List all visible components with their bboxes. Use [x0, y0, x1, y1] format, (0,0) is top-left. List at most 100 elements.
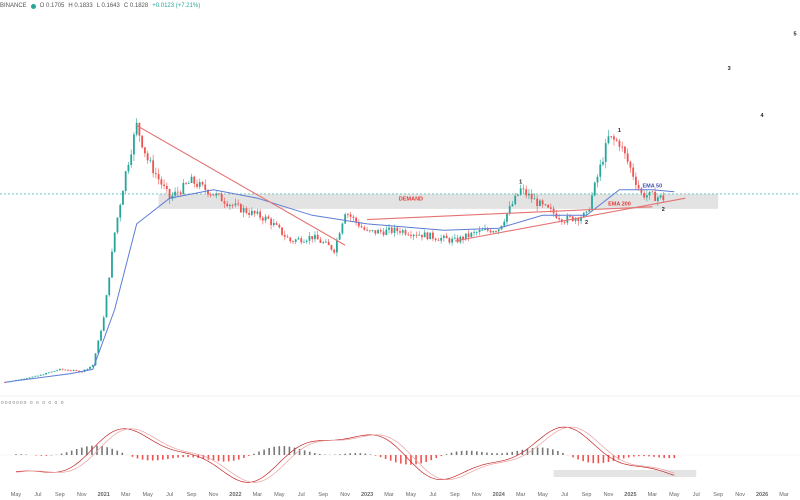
histogram-bar — [546, 448, 549, 455]
candle-body — [42, 374, 45, 376]
histogram-bar — [60, 453, 63, 455]
candle-body — [311, 236, 314, 240]
indicator-settings-icons[interactable]: ooooooo o o o o o o — [1, 400, 65, 406]
trendline — [367, 206, 653, 221]
x-tick-label: Mar — [253, 492, 263, 498]
histogram-bar — [106, 447, 108, 455]
histogram-bar — [410, 455, 412, 465]
histogram-bar — [283, 446, 286, 455]
histogram-bar — [344, 453, 346, 455]
x-tick-label: Jul — [166, 492, 173, 498]
candle-body — [130, 154, 133, 165]
candle-body — [388, 227, 390, 230]
candle-body — [330, 245, 333, 250]
candle-body — [111, 251, 113, 278]
candle-body — [352, 216, 355, 218]
candle-body — [50, 371, 53, 373]
candle-body — [497, 229, 500, 232]
x-tick-label: May — [669, 492, 680, 498]
x-tick-label: Mar — [384, 492, 394, 498]
candle-body — [207, 189, 209, 195]
candle-body — [602, 161, 604, 165]
candle-body — [473, 232, 475, 233]
candle-body — [593, 182, 596, 196]
candle-body — [390, 227, 393, 233]
histogram-bar — [177, 455, 179, 458]
candle-body — [503, 221, 506, 226]
chart-annotation: 4 — [761, 113, 765, 119]
candle-body — [651, 191, 654, 193]
histogram-bar — [182, 455, 184, 458]
histogram-bar — [237, 455, 240, 460]
histogram-bar — [430, 455, 433, 461]
candle-body — [267, 216, 270, 219]
candle-body — [654, 191, 657, 201]
candle-body — [360, 226, 363, 228]
candle-body — [133, 134, 135, 155]
candle-body — [486, 228, 489, 231]
candle-body — [102, 317, 105, 331]
histogram-bar — [400, 455, 402, 464]
x-tick-label: 2025 — [624, 492, 636, 498]
candle-body — [437, 239, 440, 241]
candle-body — [165, 185, 168, 189]
candle-body — [629, 161, 632, 168]
candle-body — [61, 368, 64, 370]
chart-annotation: 2 — [662, 207, 665, 213]
candle-body — [86, 368, 89, 370]
histogram-bar — [116, 450, 119, 455]
candle-body — [226, 203, 229, 207]
candle-body — [366, 229, 368, 231]
histogram-bar — [96, 445, 98, 455]
candle-body — [215, 193, 218, 196]
x-tick-label: Sep — [187, 492, 197, 498]
chart-annotation: 2 — [585, 220, 588, 226]
histogram-bar — [420, 455, 422, 464]
candle-body — [37, 375, 39, 377]
candle-body — [174, 191, 176, 196]
candle-body — [303, 241, 305, 243]
histogram-bar — [673, 455, 676, 459]
histogram-bar — [248, 455, 250, 456]
candle-body — [632, 167, 635, 177]
candle-body — [528, 193, 530, 196]
candle-body — [596, 176, 599, 183]
candle-body — [20, 378, 23, 380]
histogram-bar — [612, 455, 615, 461]
histogram-bar — [187, 455, 189, 458]
histogram-bar — [638, 455, 640, 457]
histogram-bar — [445, 454, 448, 455]
histogram-bar — [572, 455, 574, 458]
candle-body — [209, 194, 212, 196]
candle-body — [382, 231, 385, 235]
candle-body — [404, 230, 407, 235]
candle-body — [322, 242, 325, 244]
candle-body — [440, 237, 443, 241]
candle-body — [533, 198, 536, 200]
candle-body — [489, 230, 492, 233]
ohlc-open: O 0.1705 — [39, 3, 65, 9]
chart-annotation: 5 — [793, 32, 796, 38]
candle-body — [229, 204, 231, 207]
candle-body — [297, 238, 300, 240]
histogram-bar — [602, 455, 605, 463]
histogram-bar — [506, 452, 508, 455]
candle-body — [613, 136, 615, 140]
candle-body — [407, 234, 410, 236]
candle-body — [201, 182, 204, 185]
candle-body — [643, 192, 646, 198]
histogram-bar — [551, 449, 554, 455]
candle-body — [163, 184, 165, 186]
candle-body — [135, 122, 138, 135]
histogram-bar — [405, 455, 407, 465]
histogram-bar — [146, 455, 149, 461]
price-change: +0.0123 (+7.21%) — [152, 3, 201, 9]
candle-body — [475, 231, 478, 233]
histogram-bar — [476, 451, 478, 455]
x-tick-label: Nov — [340, 492, 350, 498]
candle-body — [445, 235, 448, 239]
histogram-bar — [40, 455, 43, 456]
candle-body — [292, 241, 294, 243]
histogram-bar — [658, 455, 660, 458]
